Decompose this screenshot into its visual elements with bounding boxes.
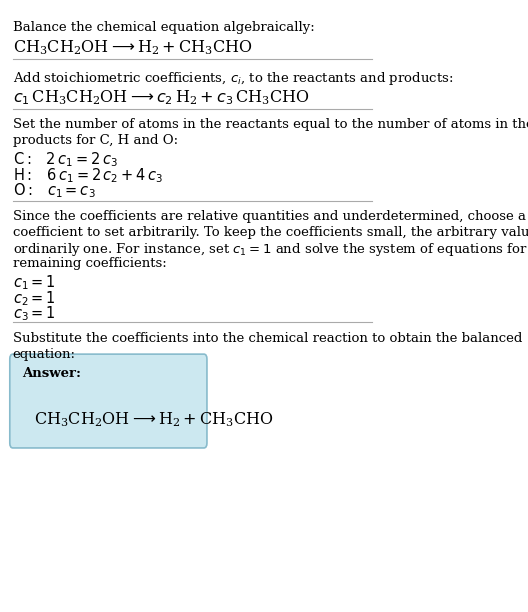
Text: $c_1\, \mathregular{CH_3CH_2OH} \longrightarrow c_2\, \mathregular{H_2} + c_3\, : $c_1\, \mathregular{CH_3CH_2OH} \longrig… [13, 88, 309, 106]
Text: $c_2 = 1$: $c_2 = 1$ [13, 289, 55, 308]
Text: $\mathregular{CH_3CH_2OH} \longrightarrow \mathregular{H_2} + \mathregular{CH_3C: $\mathregular{CH_3CH_2OH} \longrightarro… [13, 38, 252, 57]
Text: $\mathrm{O:}\;\;\; c_1 = c_3$: $\mathrm{O:}\;\;\; c_1 = c_3$ [13, 182, 96, 200]
Text: equation:: equation: [13, 348, 76, 361]
Text: Answer:: Answer: [22, 367, 81, 380]
Text: Balance the chemical equation algebraically:: Balance the chemical equation algebraica… [13, 21, 315, 34]
Text: $\mathrm{C:}\;\;\; 2\,c_1 = 2\,c_3$: $\mathrm{C:}\;\;\; 2\,c_1 = 2\,c_3$ [13, 150, 118, 169]
Text: $\mathregular{CH_3CH_2OH} \longrightarrow \mathregular{H_2} + \mathregular{CH_3C: $\mathregular{CH_3CH_2OH} \longrightarro… [34, 411, 274, 430]
Text: Add stoichiometric coefficients, $c_i$, to the reactants and products:: Add stoichiometric coefficients, $c_i$, … [13, 70, 453, 87]
FancyBboxPatch shape [10, 354, 207, 448]
Text: ordinarily one. For instance, set $c_1 = 1$ and solve the system of equations fo: ordinarily one. For instance, set $c_1 =… [13, 241, 528, 258]
Text: $\mathrm{H:}\;\;\; 6\,c_1 = 2\,c_2 + 4\,c_3$: $\mathrm{H:}\;\;\; 6\,c_1 = 2\,c_2 + 4\,… [13, 166, 163, 185]
Text: coefficient to set arbitrarily. To keep the coefficients small, the arbitrary va: coefficient to set arbitrarily. To keep … [13, 226, 528, 239]
Text: $c_3 = 1$: $c_3 = 1$ [13, 305, 55, 324]
Text: Since the coefficients are relative quantities and underdetermined, choose a: Since the coefficients are relative quan… [13, 210, 526, 223]
Text: Set the number of atoms in the reactants equal to the number of atoms in the: Set the number of atoms in the reactants… [13, 118, 528, 132]
Text: remaining coefficients:: remaining coefficients: [13, 257, 167, 271]
Text: products for C, H and O:: products for C, H and O: [13, 134, 178, 147]
Text: $c_1 = 1$: $c_1 = 1$ [13, 273, 55, 292]
Text: Substitute the coefficients into the chemical reaction to obtain the balanced: Substitute the coefficients into the che… [13, 332, 522, 345]
